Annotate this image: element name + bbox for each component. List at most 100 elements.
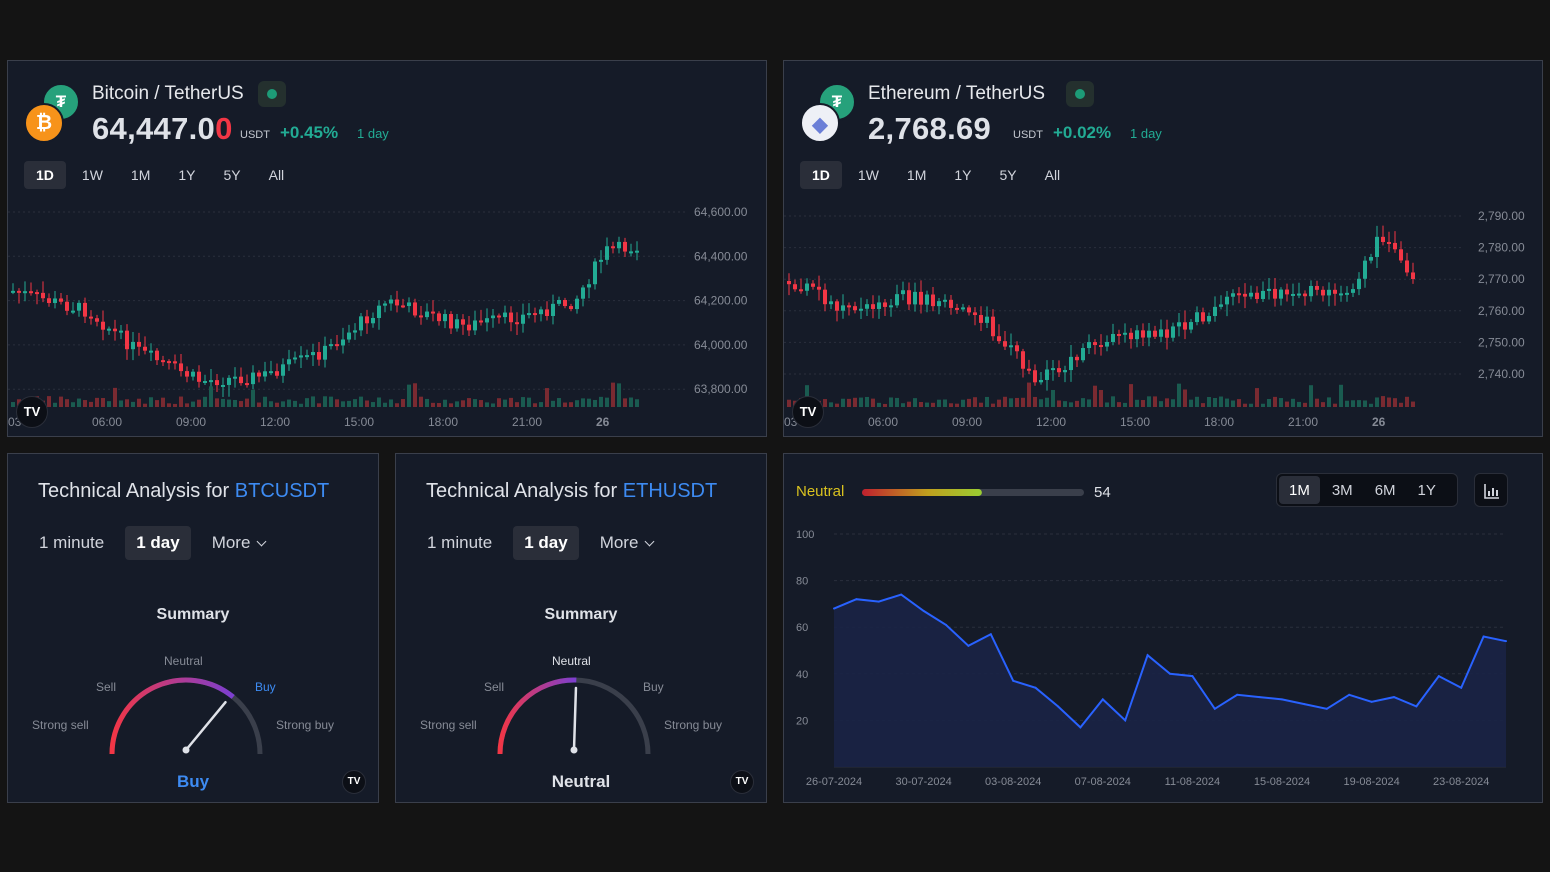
ta-tab-1-minute[interactable]: 1 minute bbox=[39, 533, 105, 552]
ta-symbol-link[interactable]: BTCUSDT bbox=[234, 480, 330, 502]
range-tab-1m[interactable]: 1M bbox=[130, 167, 151, 183]
tradingview-logo-icon[interactable]: TV bbox=[730, 770, 754, 794]
btc-pair-name[interactable]: Bitcoin / TetherUS bbox=[92, 83, 244, 104]
fg-range-6m[interactable]: 6M bbox=[1374, 482, 1396, 499]
candle-body bbox=[1063, 370, 1067, 373]
fg-range-3m[interactable]: 3M bbox=[1331, 482, 1353, 499]
eth-market-status[interactable] bbox=[1066, 81, 1094, 107]
ta-symbol-link[interactable]: ETHUSDT bbox=[622, 480, 718, 502]
candle-body bbox=[587, 284, 591, 288]
candle-body bbox=[413, 302, 417, 316]
tradingview-logo-icon[interactable]: TV bbox=[342, 770, 366, 794]
eth-range-tabs: 1D 1W 1M 1Y 5Y All bbox=[800, 161, 1072, 189]
y-tick-label: 60 bbox=[796, 622, 808, 634]
range-tab-1d[interactable]: 1D bbox=[800, 161, 842, 189]
range-tab-1y[interactable]: 1Y bbox=[954, 167, 972, 183]
gauge-fill bbox=[109, 677, 235, 755]
volume-bar bbox=[1069, 402, 1073, 407]
gauge-label-strong-buy: Strong buy bbox=[664, 718, 723, 732]
range-tab-1w[interactable]: 1W bbox=[81, 167, 103, 183]
volume-bar bbox=[1117, 402, 1121, 407]
x-tick-label: 15-08-2024 bbox=[1254, 776, 1310, 788]
ta-tab-more[interactable]: More bbox=[589, 526, 665, 560]
y-tick-label: 64,000.00 bbox=[694, 338, 748, 352]
candle-body bbox=[479, 320, 483, 323]
volume-bar bbox=[841, 398, 845, 407]
volume-bar bbox=[1273, 396, 1277, 407]
eth-candlestick-chart[interactable]: 2,790.00 2,780.00 2,770.00 2,760.00 2,750.00… bbox=[784, 61, 1543, 437]
x-tick-label: 11-08-2024 bbox=[1165, 776, 1220, 788]
volume-bar bbox=[491, 403, 495, 407]
ta-tab-1-day[interactable]: 1 day bbox=[125, 526, 191, 560]
candle-body bbox=[1123, 332, 1127, 335]
candle-body bbox=[1057, 368, 1061, 373]
volume-bar bbox=[943, 399, 947, 407]
eth-pair-name[interactable]: Ethereum / TetherUS bbox=[868, 83, 1046, 104]
candle-body bbox=[101, 321, 105, 330]
btc-candlestick-chart[interactable]: 64,600.00 64,400.00 64,200.00 64,000.00 63,8… bbox=[8, 61, 767, 437]
candle-body bbox=[533, 313, 537, 316]
range-tab-1d[interactable]: 1D bbox=[24, 161, 66, 189]
candle-body bbox=[461, 319, 465, 325]
data-point bbox=[1258, 696, 1261, 699]
range-tab-1m[interactable]: 1M bbox=[906, 167, 927, 183]
x-tick-label: 15:00 bbox=[344, 415, 374, 429]
volume-bar bbox=[311, 396, 315, 407]
volume-bar bbox=[1195, 396, 1199, 407]
volume-bar bbox=[883, 403, 887, 407]
candle-body bbox=[617, 241, 621, 249]
candle-body bbox=[847, 305, 851, 308]
volume-bar bbox=[467, 398, 471, 407]
volume-bar bbox=[1357, 400, 1361, 407]
fear-greed-line-chart[interactable]: 20 40 60 80 100 26-07-2024 30-07-2024 03-08-202… bbox=[784, 454, 1543, 803]
volume-bar bbox=[1303, 402, 1307, 407]
candle-body bbox=[563, 300, 567, 307]
range-tab-1w[interactable]: 1W bbox=[857, 167, 879, 183]
candle-body bbox=[1015, 345, 1019, 352]
data-point bbox=[1124, 719, 1127, 722]
fg-range-1m[interactable]: 1M bbox=[1279, 476, 1320, 504]
volume-bar bbox=[1099, 389, 1103, 407]
candle-body bbox=[389, 299, 393, 304]
volume-bar bbox=[1183, 389, 1187, 407]
volume-bar bbox=[847, 398, 851, 407]
volume-bar bbox=[557, 398, 561, 407]
eth-coin-icons: ₮ ◆ bbox=[800, 83, 860, 143]
volume-bar bbox=[859, 397, 863, 407]
volume-bar bbox=[59, 396, 63, 407]
volume-bar bbox=[197, 399, 201, 407]
ta-tab-1-minute[interactable]: 1 minute bbox=[427, 533, 493, 552]
volume-bar bbox=[593, 399, 597, 407]
candle-body bbox=[979, 315, 983, 323]
range-tab-all[interactable]: All bbox=[1044, 167, 1061, 183]
volume-bar bbox=[979, 402, 983, 407]
x-tick-label: 21:00 bbox=[1288, 415, 1318, 429]
candle-body bbox=[1117, 333, 1121, 336]
data-point bbox=[1505, 640, 1507, 643]
x-tick-label: 06:00 bbox=[868, 415, 898, 429]
tradingview-logo-icon[interactable]: TV bbox=[16, 396, 48, 428]
candle-body bbox=[1165, 329, 1169, 338]
fg-range-1y[interactable]: 1Y bbox=[1417, 482, 1436, 499]
gauge-fill bbox=[497, 677, 577, 755]
volume-bar bbox=[587, 398, 591, 407]
tradingview-logo-icon[interactable]: TV bbox=[792, 396, 824, 428]
btc-market-status[interactable] bbox=[258, 81, 286, 107]
data-point bbox=[922, 609, 925, 612]
ta-tab-1-day[interactable]: 1 day bbox=[513, 526, 579, 560]
range-tab-5y[interactable]: 5Y bbox=[223, 167, 241, 183]
candle-body bbox=[1213, 306, 1217, 317]
candle-body bbox=[1321, 289, 1325, 296]
candle-body bbox=[1327, 289, 1331, 296]
range-tab-5y[interactable]: 5Y bbox=[999, 167, 1017, 183]
volume-bar bbox=[1237, 399, 1241, 407]
ta-gauge bbox=[497, 677, 651, 755]
btc-technical-analysis-panel: Technical Analysis for BTCUSDT 1 minute … bbox=[7, 453, 379, 803]
volume-bar bbox=[563, 402, 567, 407]
range-tab-1y[interactable]: 1Y bbox=[178, 167, 196, 183]
chart-type-button[interactable] bbox=[1474, 473, 1508, 507]
ta-tab-more[interactable]: More bbox=[201, 526, 277, 560]
data-point bbox=[877, 600, 880, 603]
volume-bar bbox=[473, 399, 477, 407]
range-tab-all[interactable]: All bbox=[268, 167, 285, 183]
